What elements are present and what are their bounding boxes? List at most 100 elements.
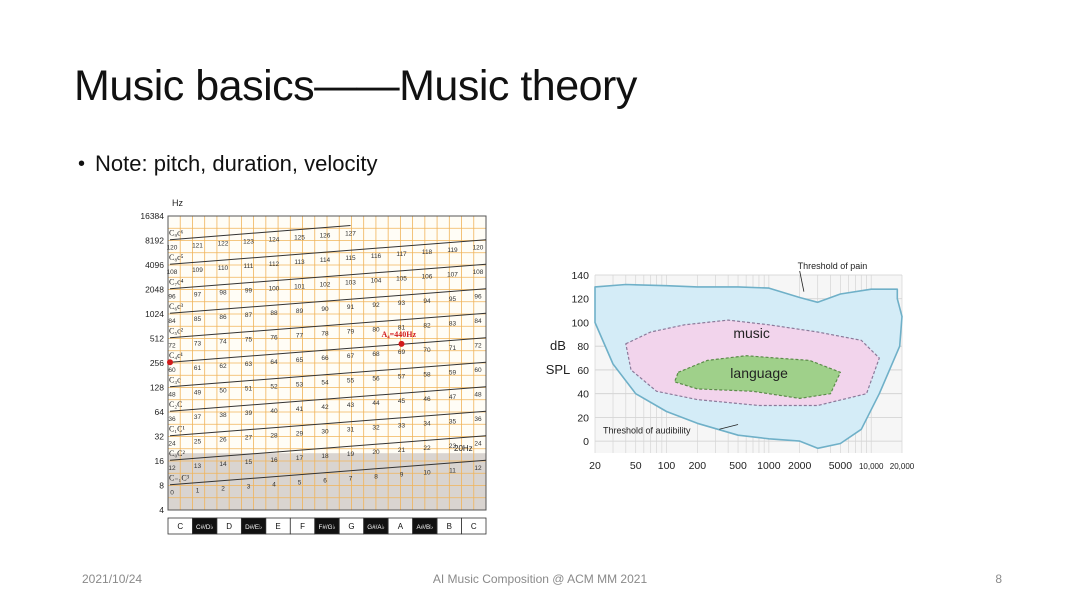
note-number: 113 [294,259,305,266]
20hz-label: 20Hz [454,444,473,453]
y-tick-label: 2048 [145,285,164,295]
piano-key-label: C [471,522,477,531]
note-number: 103 [345,279,356,286]
y-tick-label: 256 [150,358,164,368]
note-number: 5 [298,480,302,487]
note-number: 26 [219,437,227,444]
note-number: 114 [320,257,331,264]
note-number: 8 [374,473,378,480]
y-tick-label: 100 [571,317,589,329]
note-number: 88 [270,310,278,317]
note-number: 104 [371,277,382,284]
y-tick-label: 512 [150,334,164,344]
note-number: 56 [372,375,380,382]
note-number: 100 [269,286,280,293]
note-number: 99 [245,288,253,295]
note-number: 67 [347,353,355,360]
note-number: 94 [423,298,431,305]
note-number: 116 [371,253,382,260]
language-label: language [730,365,788,381]
note-number: 123 [243,239,254,246]
note-number: 92 [372,302,380,309]
y-tick-label: 8192 [145,236,164,246]
x-tick-label: 10,000 [859,462,884,471]
note-number: 66 [321,355,329,362]
note-number: 105 [396,275,407,282]
note-number: 81 [398,324,406,331]
note-number: 119 [447,247,458,254]
octave-label: C₈c⁵ [169,253,184,262]
note-number: 120 [473,245,484,252]
y-tick-label: 20 [577,412,589,424]
note-number: 61 [194,365,202,372]
note-number: 24 [474,441,482,448]
note-number: 63 [245,361,253,368]
y-tick-label: 0 [583,436,589,448]
note-number: 73 [194,341,202,348]
note-number: 95 [449,296,457,303]
note-number: 109 [192,267,203,274]
piano-key-label: A#/B♭ [417,524,434,531]
note-number: 16 [270,457,278,464]
note-number: 22 [423,445,431,452]
piano-key [461,517,487,535]
y-axis-label-spl: SPL [546,362,571,377]
note-number: 65 [296,357,304,364]
octave-label: C₇c⁴ [169,278,184,287]
note-number: 75 [245,337,253,344]
note-number: 55 [347,377,355,384]
x-tick-label: 20,000 [890,462,915,471]
note-number: 72 [474,343,482,350]
note-number: 89 [296,308,304,315]
note-number: 23 [449,443,457,450]
y-tick-label: 8 [159,481,164,491]
octave-label: C₋₁C³ [169,474,190,483]
note-number: 60 [168,367,176,374]
note-number: 15 [245,459,253,466]
bullet-item: • Note: pitch, duration, velocity [78,151,378,177]
note-number: 93 [398,300,406,307]
note-number: 70 [423,347,431,354]
threshold-audibility-label: Threshold of audibility [603,425,691,435]
note-number: 121 [192,243,203,250]
note-number: 72 [168,343,176,350]
y-tick-label: 1024 [145,309,164,319]
note-number: 77 [296,333,304,340]
note-number: 25 [194,439,202,446]
note-number: 101 [294,284,305,291]
note-number: 36 [168,416,176,423]
note-number: 46 [423,396,431,403]
piano-key-label: G [348,522,354,531]
note-number: 107 [447,271,458,278]
note-number: 39 [245,410,253,417]
y-tick-label: 32 [155,432,165,442]
piano-key-label: D#/E♭ [245,524,262,531]
x-tick-label: 500 [729,460,747,472]
note-number: 30 [321,428,329,435]
note-number: 51 [245,386,253,393]
note-number: 125 [294,235,305,242]
note-number: 6 [323,477,327,484]
octave-line [169,386,487,412]
note-number: 87 [245,312,253,319]
note-number: 40 [270,408,278,415]
octave-label: C₀C² [169,449,185,458]
note-number: 48 [474,392,482,399]
note-number: 34 [423,420,431,427]
page-number: 8 [995,572,1002,586]
octave-line [169,337,487,363]
piano-key-label: D [226,522,232,531]
piano-key-label: B [447,522,452,531]
note-number: 112 [269,261,280,268]
note-number: 18 [321,453,329,460]
octave-line [169,435,487,461]
middle-c-marker [167,359,173,366]
octave-line [169,288,487,314]
y-tick-label: 64 [155,407,165,417]
note-number: 2 [221,486,225,493]
note-number: 24 [168,441,176,448]
note-number: 79 [347,328,355,335]
piano-key-label: C#/D♭ [196,524,213,531]
note-number: 120 [167,245,178,252]
note-number: 115 [345,255,356,262]
